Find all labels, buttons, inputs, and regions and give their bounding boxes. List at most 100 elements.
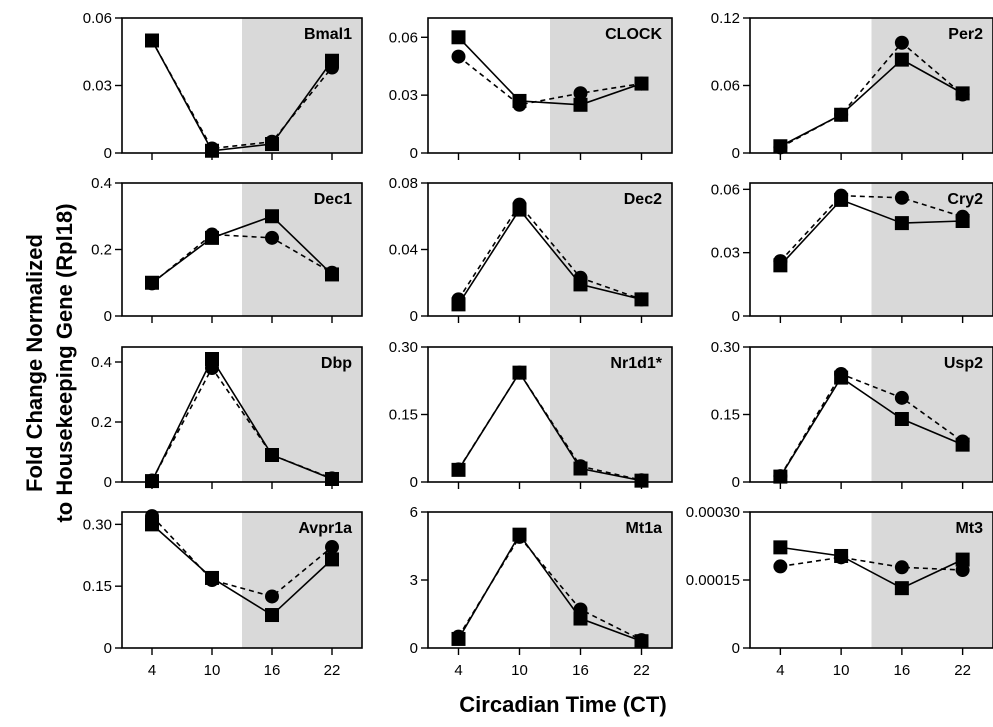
panel-cry2: 0 0.03 0.06 Cry2 xyxy=(711,181,993,325)
data-point-circle xyxy=(512,365,527,380)
y-tick-label: 0.12 xyxy=(711,10,740,27)
y-tick-label: 0 xyxy=(410,308,418,325)
data-point-square xyxy=(955,552,970,567)
x-tick-label: 10 xyxy=(204,662,221,679)
x-tick-label: 10 xyxy=(511,662,528,679)
y-tick-label: 0 xyxy=(732,145,740,162)
dark-phase-shading xyxy=(871,18,993,153)
panel-per2: 0 0.06 0.12 Per2 xyxy=(711,10,993,162)
data-point-circle xyxy=(834,107,849,122)
data-point-circle xyxy=(955,209,970,224)
x-axis-title: Circadian Time (CT) xyxy=(459,692,666,717)
data-point-circle xyxy=(451,292,466,307)
panel-usp2: 0 0.15 0.30 Usp2 xyxy=(711,339,993,491)
plot-frame xyxy=(427,17,673,154)
data-point-circle xyxy=(145,276,159,291)
data-point-square xyxy=(265,209,279,224)
data-point-circle xyxy=(955,434,970,449)
panel-title: Mt1a xyxy=(626,520,663,537)
data-point-circle xyxy=(205,141,219,156)
series-line-solid xyxy=(151,40,333,152)
series-line-solid xyxy=(151,215,333,284)
y-tick-label: 0.00015 xyxy=(686,572,740,589)
y-tick-label: 0 xyxy=(732,474,740,491)
y-axis-title-line1: Fold Change Normalized xyxy=(22,234,47,492)
dark-phase-shading xyxy=(550,183,672,316)
y-tick-label: 0.06 xyxy=(83,10,112,27)
y-tick-label: 0.06 xyxy=(711,181,740,198)
panel-title: Usp2 xyxy=(944,355,983,372)
y-tick-label: 0 xyxy=(410,474,418,491)
data-point-square xyxy=(894,412,909,426)
data-point-circle xyxy=(265,448,279,462)
x-tick-label: 16 xyxy=(572,662,589,679)
x-tick-label: 22 xyxy=(954,662,971,679)
data-point-circle xyxy=(573,459,588,474)
x-tick-label: 10 xyxy=(833,662,850,679)
panel-title: Cry2 xyxy=(947,191,983,208)
y-tick-label: 0 xyxy=(410,640,418,657)
data-point-circle xyxy=(325,471,339,486)
panel-dbp: 0 0.2 0.4 Dbp xyxy=(91,346,363,491)
dark-phase-shading xyxy=(871,512,993,648)
panel-title: Dec1 xyxy=(314,191,352,208)
y-tick-label: 0.30 xyxy=(711,339,740,356)
y-tick-label: 0 xyxy=(104,308,112,325)
data-point-circle xyxy=(773,559,788,574)
series-line-solid xyxy=(457,36,642,106)
series-line-solid xyxy=(151,523,333,617)
data-point-circle xyxy=(634,473,649,488)
data-point-circle xyxy=(205,573,219,587)
series-line-dashed xyxy=(457,535,642,641)
series-line-dashed xyxy=(151,40,333,150)
panel-title: Dec2 xyxy=(624,191,662,208)
series-line-dashed xyxy=(151,233,333,285)
series-line-solid xyxy=(780,58,964,147)
data-point-square xyxy=(894,216,909,231)
series-line-dashed xyxy=(151,515,333,598)
x-tick-label: 22 xyxy=(633,662,650,679)
data-point-circle xyxy=(634,76,649,91)
x-tick-label: 4 xyxy=(776,662,784,679)
dark-phase-shading xyxy=(871,183,993,316)
y-tick-label: 6 xyxy=(410,504,418,521)
panel-title: Bmal1 xyxy=(304,26,352,43)
y-tick-label: 0 xyxy=(104,474,112,491)
y-tick-label: 0 xyxy=(104,145,112,162)
data-point-circle xyxy=(894,390,909,405)
panel-title: Nr1d1* xyxy=(610,355,662,372)
data-point-circle xyxy=(634,292,649,307)
data-point-square xyxy=(265,608,279,623)
series-line-dashed xyxy=(457,203,642,301)
data-point-circle xyxy=(834,367,849,381)
data-point-circle xyxy=(325,540,339,555)
data-point-circle xyxy=(145,509,159,524)
panel-mt1a: 0 3 6 4 10 16 22 Mt1a xyxy=(410,504,673,679)
y-tick-label: 0 xyxy=(732,640,740,657)
data-point-circle xyxy=(145,33,159,48)
series-line-dashed xyxy=(458,55,642,106)
data-point-square xyxy=(451,30,466,45)
data-point-circle xyxy=(773,140,788,155)
data-point-circle xyxy=(955,563,970,578)
dark-phase-shading xyxy=(242,347,362,482)
y-tick-label: 0.06 xyxy=(711,78,740,95)
data-point-circle xyxy=(573,602,588,617)
data-point-circle xyxy=(573,86,588,101)
panel-mt3: 0 0.00015 0.00030 4 10 16 22 Mt3 xyxy=(686,504,993,679)
panel-bmal1: 0 0.03 0.06 Bmal1 xyxy=(83,10,363,162)
data-point-circle xyxy=(265,589,279,604)
data-point-circle xyxy=(512,197,527,212)
data-point-circle xyxy=(955,87,970,102)
data-point-circle xyxy=(145,473,159,488)
y-tick-label: 0 xyxy=(104,640,112,657)
data-point-circle xyxy=(451,49,466,64)
dark-phase-shading xyxy=(242,18,362,153)
panel-title: Mt3 xyxy=(955,520,983,537)
data-point-circle xyxy=(894,560,909,575)
panel-grid: 0 0.03 0.06 Bmal1 0 0.03 0.06 CLOCK 0 0.06 0.12 Per… xyxy=(83,10,993,679)
y-tick-label: 0.15 xyxy=(83,578,112,595)
series-line-solid xyxy=(457,208,642,305)
y-tick-label: 0.15 xyxy=(711,407,740,424)
